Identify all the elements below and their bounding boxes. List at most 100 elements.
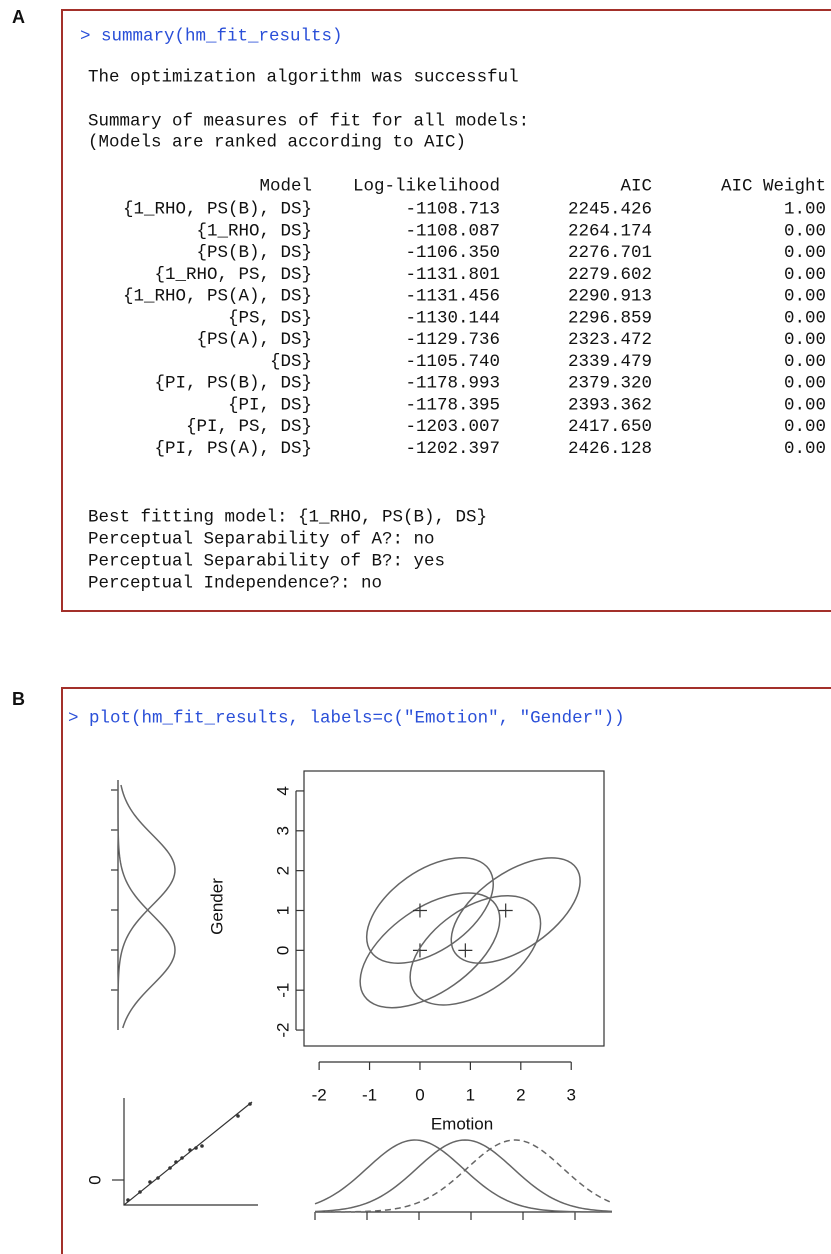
table-cell: {PI, PS, DS}: [186, 417, 312, 437]
qq-point: [138, 1190, 142, 1194]
intro-line: (Models are ranked according to AIC): [88, 133, 466, 153]
table-cell: 2426.128: [568, 439, 652, 459]
y-tick-label: 4: [273, 786, 292, 795]
x-tick-label: -1: [362, 1085, 377, 1104]
qq-point: [236, 1114, 240, 1118]
table-cell: 2296.859: [568, 308, 652, 328]
column-header: AIC: [620, 177, 652, 197]
table-cell: 2339.479: [568, 352, 652, 372]
table-cell: {PS, DS}: [228, 308, 312, 328]
qq-point: [168, 1166, 172, 1170]
ellipse: [365, 857, 495, 964]
console-frame: [61, 9, 831, 612]
mean-marker: [412, 903, 427, 918]
column-header: Log-likelihood: [353, 177, 500, 197]
qq-point: [148, 1180, 152, 1184]
table-cell: 2323.472: [568, 330, 652, 350]
table-cell: 0.00: [784, 417, 826, 437]
qq-point: [174, 1160, 178, 1164]
column-header: Model: [259, 177, 312, 197]
summary-line: Perceptual Separability of B?: yes: [88, 552, 445, 572]
table-cell: {DS}: [270, 352, 312, 372]
y-axis-label: Gender: [207, 878, 226, 935]
table-cell: {PI, DS}: [228, 395, 312, 415]
marginal-curve: [314, 1139, 613, 1213]
mean-marker: [498, 903, 513, 918]
qq-point: [200, 1144, 204, 1148]
marginal-curve: [117, 785, 176, 1029]
table-cell: -1105.740: [405, 352, 500, 372]
table-cell: 2279.602: [568, 265, 652, 285]
table-cell: 0.00: [784, 243, 826, 263]
x-tick-label: -2: [312, 1085, 327, 1104]
x-axis-label: Emotion: [431, 1114, 493, 1133]
table-cell: 0.00: [784, 221, 826, 241]
ellipse: [450, 857, 581, 964]
table-cell: 0.00: [784, 352, 826, 372]
summary-line: Best fitting model: {1_RHO, PS(B), DS}: [88, 508, 487, 528]
panel-label: A: [12, 7, 25, 27]
table-cell: 0.00: [784, 287, 826, 307]
x-tick-label: 1: [466, 1085, 475, 1104]
table-cell: -1131.801: [405, 265, 500, 285]
table-cell: 2417.650: [568, 417, 652, 437]
left-marginal: [111, 780, 119, 1030]
qq-plot: [112, 1098, 258, 1206]
ellipse: [359, 892, 501, 1009]
table-cell: -1106.350: [405, 243, 500, 263]
table-cell: 2290.913: [568, 287, 652, 307]
x-tick-label: 0: [415, 1085, 424, 1104]
table-cell: -1130.144: [405, 308, 500, 328]
table-cell: -1129.736: [405, 330, 500, 350]
mean-marker: [458, 943, 473, 958]
table-cell: -1178.395: [405, 395, 500, 415]
table-cell: -1131.456: [405, 287, 500, 307]
command: > summary(hm_fit_results): [80, 27, 343, 47]
qq-axis-label: 0: [85, 1175, 104, 1184]
column-header: AIC Weight: [721, 177, 826, 197]
table-cell: -1108.087: [405, 221, 500, 241]
qq-point: [180, 1156, 184, 1160]
y-tick-label: -2: [273, 1022, 292, 1037]
y-tick-label: -1: [273, 983, 292, 998]
qq-point: [188, 1148, 192, 1152]
table-cell: {1_RHO, PS(A), DS}: [123, 287, 312, 307]
y-tick-label: 1: [273, 906, 292, 915]
table-cell: {PI, PS(B), DS}: [154, 374, 312, 394]
marginal-curve: [117, 784, 176, 1029]
table-cell: -1203.007: [405, 417, 500, 437]
table-cell: {PI, PS(A), DS}: [154, 439, 312, 459]
table-cell: 0.00: [784, 374, 826, 394]
command: > plot(hm_fit_results, labels=c("Emotion…: [68, 709, 625, 729]
y-tick-label: 2: [273, 866, 292, 875]
qq-point: [156, 1176, 160, 1180]
table-cell: {PS(A), DS}: [196, 330, 312, 350]
table-cell: {1_RHO, DS}: [196, 221, 312, 241]
table-cell: 2379.320: [568, 374, 652, 394]
mean-marker: [412, 943, 427, 958]
table-cell: 1.00: [784, 200, 826, 220]
table-cell: 2276.701: [568, 243, 652, 263]
y-tick-label: 3: [273, 826, 292, 835]
marginal-curve: [314, 1139, 612, 1213]
ellipse: [409, 894, 542, 1006]
qq-point: [126, 1198, 130, 1202]
summary-line: Perceptual Separability of A?: no: [88, 530, 435, 550]
table-cell: -1178.993: [405, 374, 500, 394]
table-cell: {PS(B), DS}: [196, 243, 312, 263]
panel-label: B: [12, 689, 25, 709]
table-cell: {1_RHO, PS, DS}: [154, 265, 312, 285]
table-cell: {1_RHO, PS(B), DS}: [123, 200, 312, 220]
table-cell: 2245.426: [568, 200, 652, 220]
table-cell: 2264.174: [568, 221, 652, 241]
table-cell: 0.00: [784, 330, 826, 350]
intro-line: Summary of measures of fit for all model…: [88, 112, 529, 132]
qq-point: [194, 1146, 198, 1150]
table-cell: -1108.713: [405, 200, 500, 220]
table-cell: 0.00: [784, 265, 826, 285]
console-frame: [61, 687, 831, 1254]
qq-point: [248, 1102, 252, 1106]
table-cell: -1202.397: [405, 439, 500, 459]
summary-line: Perceptual Independence?: no: [88, 574, 382, 594]
